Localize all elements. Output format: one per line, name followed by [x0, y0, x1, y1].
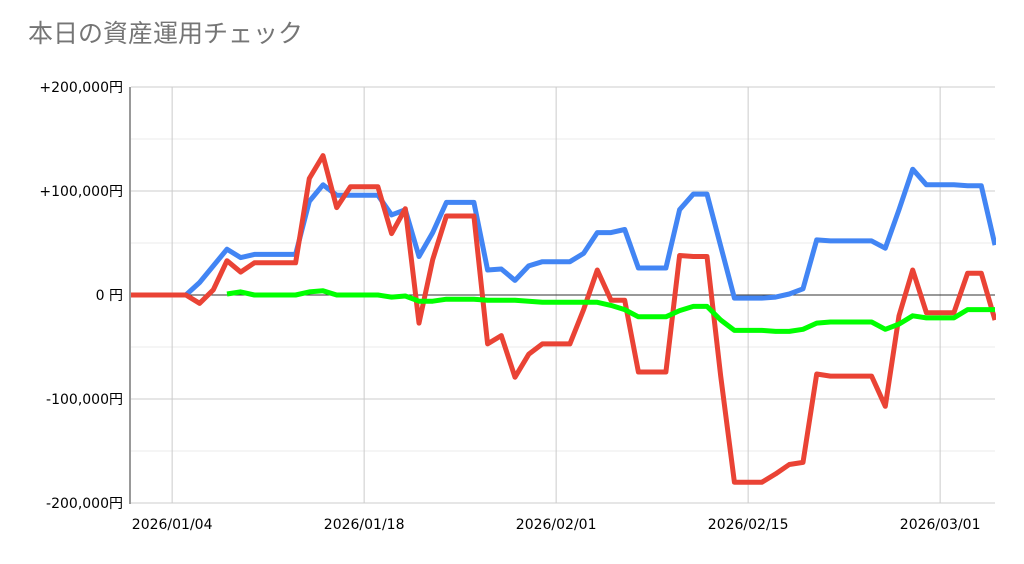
series-line [131, 166, 996, 301]
series-line [131, 153, 996, 485]
y-tick-label: 0 円 [96, 288, 123, 304]
y-tick-label: -200,000円 [46, 496, 123, 512]
axis-labels: 2026/01/04 2026/01/18 2026/02/01 2026/02/15… [39, 80, 980, 533]
x-tick-label: 2026/02/01 [516, 517, 597, 533]
y-tick-label: -100,000円 [46, 392, 123, 408]
y-tick-label: +200,000円 [39, 80, 123, 96]
x-tick-label: 2026/01/18 [324, 517, 405, 533]
series-line [226, 288, 995, 334]
y-tick-label: +100,000円 [39, 184, 123, 200]
x-tick-label: 2026/03/01 [900, 517, 981, 533]
plot-lines [131, 153, 996, 485]
x-tick-label: 2026/02/15 [708, 517, 789, 533]
chart-title: 本日の資産運用チェック [28, 19, 303, 48]
x-tick-label: 2026/01/04 [132, 517, 213, 533]
